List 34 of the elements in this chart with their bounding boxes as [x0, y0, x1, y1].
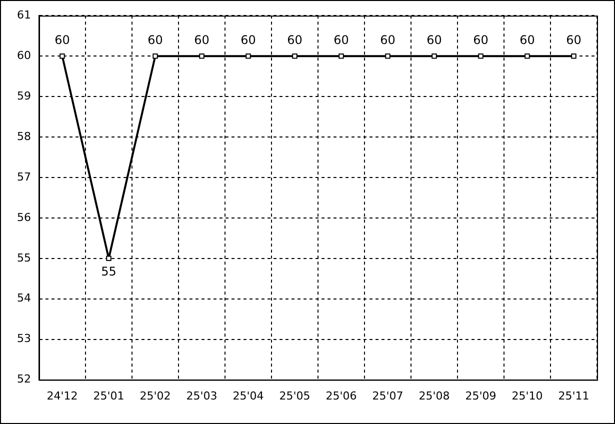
x-tick-label: 25'05	[279, 389, 310, 402]
data-label: 60	[380, 33, 396, 48]
y-tick-label: 61	[16, 8, 31, 22]
data-label: 60	[287, 33, 302, 48]
data-label: 60	[194, 33, 210, 48]
data-label: 60	[473, 33, 488, 48]
data-label: 60	[240, 33, 256, 48]
y-tick-label: 60	[16, 48, 31, 62]
x-tick-label: 25'07	[372, 389, 404, 402]
y-tick-label: 54	[16, 292, 31, 305]
data-label: 60	[148, 33, 163, 48]
y-tick-label: 56	[16, 210, 31, 224]
data-label: 60	[334, 33, 349, 48]
y-tick-label: 55	[16, 251, 31, 264]
x-tick-label: 25'02	[140, 389, 171, 402]
data-label: 60	[566, 33, 582, 48]
x-tick-label: 25'06	[326, 389, 357, 402]
x-tick-label: 25'09	[465, 389, 496, 402]
y-tick-label: 53	[16, 332, 31, 346]
x-tick-label: 25'10	[512, 389, 543, 402]
y-tick-label: 57	[16, 170, 31, 184]
y-tick-label: 52	[16, 372, 31, 386]
x-tick-label: 25'08	[418, 389, 450, 402]
y-tick-label: 59	[16, 89, 31, 102]
x-tick-label: 24'12	[46, 389, 78, 402]
x-tick-label: 25'04	[232, 389, 264, 402]
y-tick-label: 58	[16, 130, 31, 143]
data-label: 60	[520, 33, 535, 48]
x-tick-label: 25'11	[558, 389, 590, 402]
x-tick-label: 25'03	[186, 389, 218, 402]
x-tick-label: 25'01	[93, 389, 124, 402]
data-label: 60	[426, 33, 442, 48]
data-label: 60	[54, 33, 70, 48]
data-label: 55	[101, 264, 116, 279]
